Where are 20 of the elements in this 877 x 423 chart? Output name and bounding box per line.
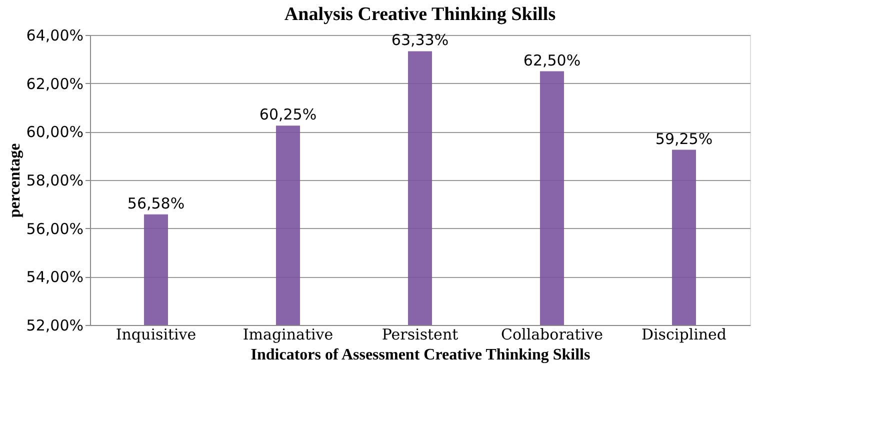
data-label: 60,25% — [259, 106, 317, 124]
x-axis-title: Indicators of Assessment Creative Thinking Skills — [250, 346, 590, 364]
y-tick-label: 56,00% — [26, 220, 84, 238]
y-tick-label: 58,00% — [26, 172, 84, 190]
y-tick-label: 60,00% — [26, 123, 84, 142]
data-label: 63,33% — [391, 31, 449, 50]
x-tick-label: Collaborative — [501, 326, 604, 344]
data-label: 59,25% — [655, 130, 713, 148]
x-tick-label: Persistent — [382, 326, 458, 344]
x-tick-label: Imaginative — [242, 326, 334, 344]
y-tick-label: 52,00% — [26, 316, 84, 334]
y-axis-title: percentage — [6, 143, 24, 218]
y-tick-label: 62,00% — [26, 74, 84, 93]
y-tick-label: 54,00% — [26, 268, 84, 286]
x-tick-label: Disciplined — [641, 326, 727, 344]
chart-title: Analysis Creative Thinking Skills — [284, 4, 556, 25]
data-label: 62,50% — [523, 51, 581, 70]
data-label: 56,58% — [127, 194, 185, 212]
y-tick-label: 64,00% — [26, 26, 84, 44]
x-tick-label: Inquisitive — [116, 326, 196, 344]
